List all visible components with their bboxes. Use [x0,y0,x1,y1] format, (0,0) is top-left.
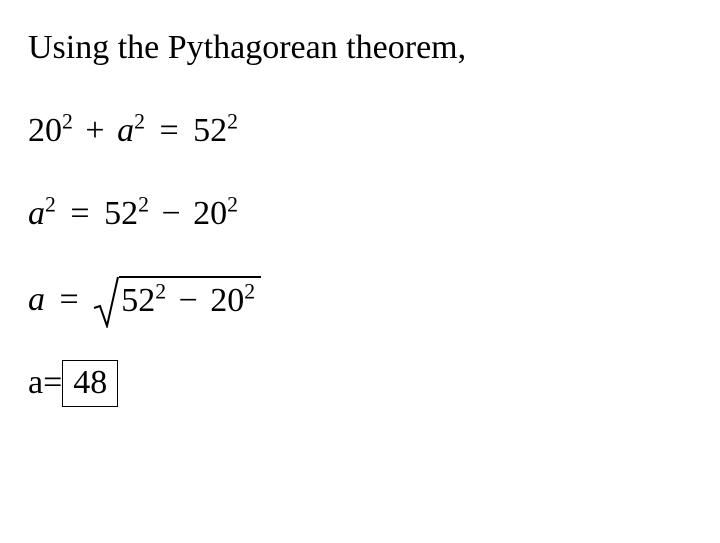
math-derivation: Using the Pythagorean theorem, 202 + a2 … [0,0,720,407]
variable-a: a [28,281,45,318]
step-2: a2 = 522 − 202 [28,194,692,235]
plus-sign: + [81,111,108,152]
value-b: 20 [28,112,62,149]
intro-text: Using the Pythagorean theorem, [28,28,692,69]
value-c: 52 [121,282,155,319]
exp-c: 2 [138,192,149,216]
value-b: 20 [193,195,227,232]
step-3: a = 522 − 202 [28,276,692,328]
equals-sign: = [153,111,184,152]
exp-b: 2 [227,192,238,216]
equals-sign: = [54,280,85,321]
minus-sign: − [175,284,202,318]
radical-icon [93,276,119,328]
exp-c: 2 [155,280,166,304]
boxed-answer: 48 [62,360,118,407]
equals-sign: = [43,364,62,401]
square-root: 522 − 202 [93,276,261,328]
variable-a: a [117,112,134,149]
exp-a: 2 [134,109,145,133]
step-1: 202 + a2 = 522 [28,111,692,152]
exp-a: 2 [45,192,56,216]
variable-a: a [28,364,43,401]
value-b: 20 [210,282,244,319]
exp-b: 2 [62,109,73,133]
variable-a: a [28,195,45,232]
exp-c: 2 [227,109,238,133]
radicand: 522 − 202 [119,276,261,328]
equals-sign: = [64,194,95,235]
result-line: a=48 [28,360,692,407]
value-c: 52 [104,195,138,232]
value-c: 52 [193,112,227,149]
minus-sign: − [157,194,184,235]
exp-b: 2 [244,280,255,304]
